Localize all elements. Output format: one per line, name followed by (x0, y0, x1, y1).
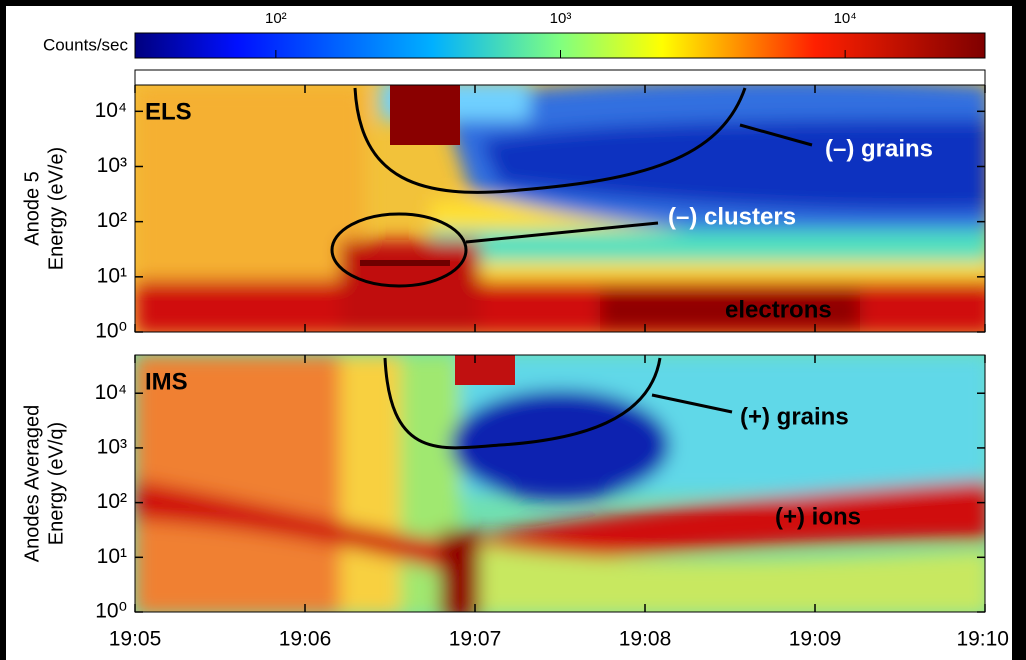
y-tick-label: 10⁰ (95, 600, 127, 623)
frame (134, 84, 986, 333)
y-axis-label: Energy (eV/e) (45, 147, 67, 270)
els-spectrogram (135, 85, 985, 332)
y-tick-label: 10¹ (97, 264, 127, 287)
x-tick-label: 19:09 (789, 628, 842, 651)
y-tick-label: 10⁴ (95, 99, 127, 122)
annotation: (+) ions (775, 503, 861, 530)
panel-label: IMS (145, 368, 188, 395)
x-tick-label: 19:10 (956, 628, 1009, 651)
frame (134, 69, 986, 86)
y-axis-label: Energy (eV/q) (45, 422, 67, 545)
y-axis-label: Anodes Averaged (21, 405, 43, 563)
contours (330, 87, 813, 450)
y-tick-label: 10² (97, 490, 127, 513)
colorbar-tick-label: 10⁴ (834, 10, 857, 27)
annotation: (–) clusters (668, 203, 796, 230)
y-tick-label: 10⁴ (95, 381, 127, 404)
x-tick-label: 19:07 (449, 628, 502, 651)
frame (134, 354, 986, 613)
ims-spectrogram (135, 355, 985, 612)
y-axis-label: Anode 5 (21, 171, 43, 246)
y-tick-label: 10² (97, 209, 127, 232)
annotation: (+) grains (740, 403, 849, 430)
annotation: (–) grains (825, 135, 933, 162)
x-tick-label: 19:06 (279, 628, 332, 651)
y-tick-label: 10⁰ (95, 320, 127, 343)
colorbar-label: Counts/sec (43, 35, 129, 54)
annotation: electrons (725, 296, 832, 323)
y-tick-label: 10³ (97, 435, 127, 458)
colorbar-tick-label: 10² (265, 10, 287, 27)
y-tick-label: 10¹ (97, 545, 127, 568)
x-tick-label: 19:05 (109, 628, 162, 651)
panel-label: ELS (145, 98, 192, 125)
colorbar-tick-label: 10³ (550, 10, 572, 27)
y-tick-label: 10³ (97, 154, 127, 177)
x-tick-label: 19:08 (619, 628, 672, 651)
